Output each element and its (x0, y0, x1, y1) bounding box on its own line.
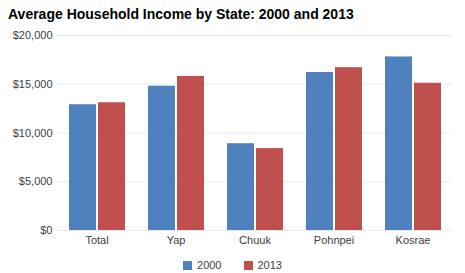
html-text:2000: 2000 (197, 259, 222, 271)
svg-text:Kosrae: Kosrae (396, 234, 431, 246)
svg-text:$0: $0 (40, 224, 52, 236)
html-text:2013: 2013 (257, 259, 282, 271)
svg-text:$5,000: $5,000 (19, 175, 53, 187)
html-text:Average Household Income by St: Average Household Income by State: 2000 … (8, 6, 354, 22)
svg-text:$10,000: $10,000 (13, 127, 53, 139)
svg-text:$20,000: $20,000 (13, 29, 53, 41)
svg-text:Chuuk: Chuuk (239, 234, 271, 246)
svg-text:Total: Total (85, 234, 108, 246)
svg-text:Yap: Yap (167, 234, 186, 246)
svg-text:$15,000: $15,000 (13, 78, 53, 90)
svg-text:Pohnpei: Pohnpei (314, 234, 354, 246)
